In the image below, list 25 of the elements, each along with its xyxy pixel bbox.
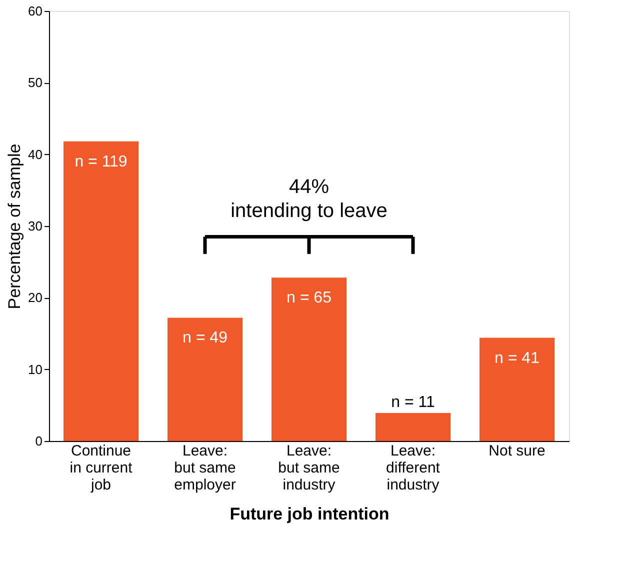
- y-tick-label: 0: [35, 434, 42, 448]
- x-tick-label: Continue in current job: [70, 442, 134, 494]
- y-tick-label: 20: [28, 290, 42, 306]
- y-tick-label: 10: [28, 362, 42, 377]
- bar: [376, 413, 450, 441]
- y-tick-label: 50: [28, 75, 42, 90]
- y-tick-label: 40: [28, 146, 42, 162]
- bar: [64, 141, 138, 441]
- annotation: n = 49: [182, 330, 228, 347]
- bar: [272, 278, 346, 441]
- y-tick-label: 60: [28, 4, 42, 18]
- annotation: n = 41: [494, 350, 540, 367]
- y-axis-title: Percentage of sample: [5, 144, 24, 310]
- annotation: n = 11: [391, 394, 435, 412]
- annotation: 44% intending to leave: [230, 176, 388, 222]
- x-tick-label: Leave: but same industry: [278, 442, 340, 494]
- x-axis-title: Future job intention: [230, 504, 390, 524]
- y-tick-label: 30: [28, 218, 42, 234]
- annotation: n = 65: [286, 290, 332, 307]
- annotation: n = 119: [74, 153, 128, 170]
- bar: [168, 318, 242, 441]
- x-tick-label: Leave: but same employer: [174, 442, 236, 494]
- bar: [480, 338, 554, 441]
- x-tick-label: Leave: different industry: [386, 442, 441, 494]
- x-tick-label: Not sure: [488, 442, 546, 460]
